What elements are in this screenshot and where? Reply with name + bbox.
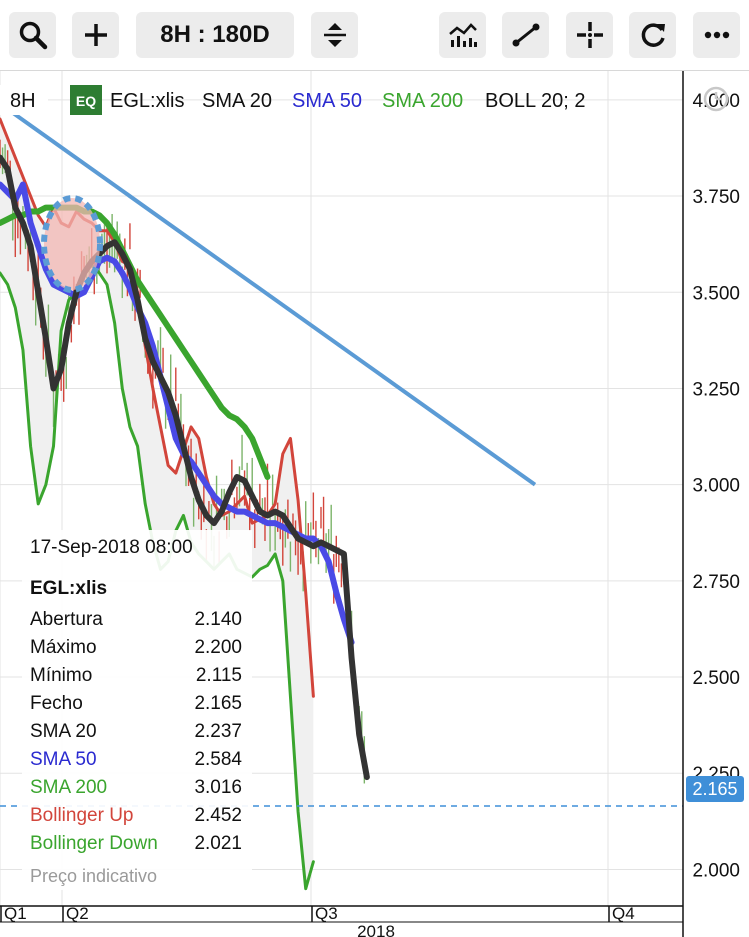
tooltip-row-label: Bollinger Up [30, 805, 134, 826]
tooltip-row: Abertura 2.140 [30, 609, 242, 635]
resize-vertical-button[interactable] [311, 12, 358, 58]
tooltip-row-value: 2.021 [194, 833, 242, 854]
more-icon [704, 31, 729, 39]
y-tick-label: 2.000 [692, 860, 740, 881]
y-tick-label: 3.250 [692, 379, 740, 400]
y-tick-label: 3.500 [692, 283, 740, 304]
bollinger-band-fill [0, 119, 314, 889]
tooltip-row-value: 2.452 [194, 805, 242, 826]
tooltip-row-value: 2.237 [194, 721, 242, 742]
indicators-button[interactable] [439, 12, 486, 58]
timeframe-label: 8H : 180D [160, 21, 270, 48]
tooltip-symbol: EGL:xlis [30, 578, 108, 599]
year-label: 2018 [357, 922, 395, 937]
price-chart[interactable]: 4.0003.7503.5003.2503.0002.7502.5002.250… [0, 71, 749, 937]
legend-sma50: SMA 50 [292, 90, 362, 112]
tooltip-datetime: 17-Sep-2018 08:00 [30, 537, 193, 558]
toolbar-separator [0, 70, 749, 71]
add-button[interactable] [72, 12, 119, 58]
y-tick-label: 3.750 [692, 187, 740, 208]
quarter-label: Q3 [315, 904, 338, 923]
tooltip-row-label: SMA 200 [30, 777, 108, 798]
indicators-icon [448, 23, 477, 47]
resize-vertical-icon [323, 23, 346, 47]
highlight-ellipse [41, 195, 103, 293]
plus-icon [84, 24, 107, 46]
tooltip-note: Preço indicativo [30, 866, 158, 886]
draw-line-button[interactable] [502, 12, 549, 58]
tooltip-row-label: SMA 20 [30, 721, 97, 742]
tooltip-row: SMA 20 2.237 [30, 721, 242, 747]
crosshair-icon [576, 22, 603, 48]
y-tick-label: 2.750 [692, 572, 740, 593]
tooltip-row: Fecho 2.165 [30, 693, 242, 719]
bollinger-fill [0, 119, 314, 889]
tooltip-row-label: Mínimo [30, 665, 93, 686]
tooltip-row: Bollinger Up 2.452 [30, 805, 242, 831]
annotations [41, 195, 103, 293]
tooltip-row-label: Bollinger Down [30, 833, 158, 854]
legend: 8H EQ EGL:xlis SMA 20 SMA 50 SMA 200 BOL… [0, 85, 585, 115]
toolbar: 8H : 180D [0, 0, 749, 70]
legend-sma200: SMA 200 [382, 90, 463, 112]
tooltip-row-value: 2.140 [194, 609, 242, 630]
tooltip-row-value: 2.200 [194, 637, 242, 658]
refresh-button[interactable] [629, 12, 676, 58]
search-button[interactable] [9, 12, 56, 58]
refresh-icon [641, 23, 665, 47]
tooltip-row-value: 2.115 [195, 665, 242, 686]
search-icon [19, 21, 47, 50]
line-draw-icon [512, 23, 539, 47]
trendline [0, 102, 537, 487]
tooltip-row: Mínimo 2.115 [30, 665, 242, 691]
time-axis: Q1 Q2 Q3 Q4 2018 [0, 904, 683, 937]
timeframe-button[interactable]: 8H : 180D [136, 12, 294, 58]
price-axis: 4.0003.7503.5003.2503.0002.7502.5002.250… [682, 71, 740, 937]
tooltip-row-value: 2.165 [194, 693, 242, 714]
grid [0, 71, 683, 906]
tooltip-row-value: 3.016 [194, 777, 242, 798]
y-tick-label: 3.000 [692, 476, 740, 497]
legend-boll: BOLL 20; 2 [485, 90, 585, 112]
legend-symbol: EGL:xlis [110, 90, 184, 112]
y-tick-label: 2.500 [692, 668, 740, 689]
indicator-lines [0, 102, 683, 891]
tooltip-row: Máximo 2.200 [30, 637, 242, 663]
legend-interval: 8H [10, 90, 36, 112]
tooltip-row-label: SMA 50 [30, 749, 97, 770]
crosshair-button[interactable] [566, 12, 613, 58]
legend-sma20: SMA 20 [202, 90, 272, 112]
last-price-badge: 2.165 [686, 776, 744, 802]
more-button[interactable] [693, 12, 740, 58]
tooltip-row-label: Abertura [30, 609, 103, 630]
series-sma-20 [0, 154, 370, 781]
tooltip-row-value: 2.584 [194, 749, 242, 770]
eq-badge [70, 85, 102, 115]
quarter-label: Q1 [4, 904, 27, 923]
tooltip-row: SMA 200 3.016 [30, 777, 242, 803]
clock-icon[interactable] [703, 86, 729, 112]
tooltip-row-label: Máximo [30, 637, 97, 658]
quarter-label: Q4 [612, 904, 635, 923]
tooltip-row: Bollinger Down 2.021 [30, 833, 242, 859]
tooltip-panel [22, 530, 252, 890]
eq-badge-label: EQ [76, 93, 96, 109]
quarter-label: Q2 [66, 904, 89, 923]
tooltip-row-label: Fecho [30, 693, 83, 714]
tooltip-row: SMA 50 2.584 [30, 749, 242, 775]
